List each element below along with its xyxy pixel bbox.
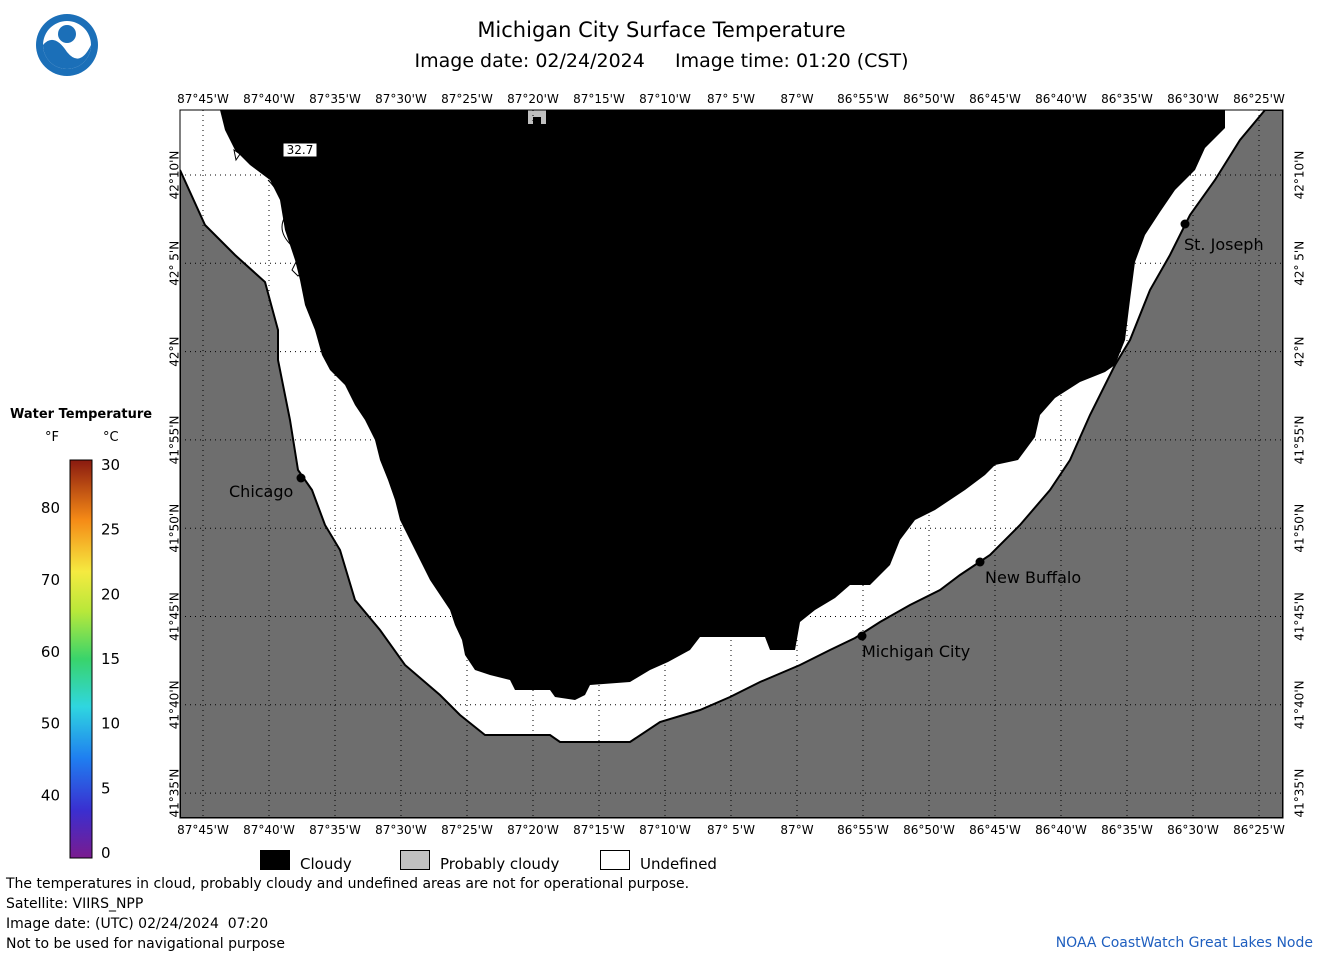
celsius-tick-label: 30 <box>101 456 120 474</box>
noaa-logo <box>36 14 98 76</box>
longitude-label-top: 87°30'W <box>375 92 427 106</box>
legend-title: Water Temperature <box>10 407 153 422</box>
longitude-label-bottom: 86°30'W <box>1167 823 1219 837</box>
latitude-label-left: 41°55'N <box>168 415 182 464</box>
fahrenheit-tick-label: 60 <box>41 643 60 661</box>
latitude-label-right: 41°50'N <box>1293 504 1307 553</box>
longitude-label-top: 87° 5'W <box>707 92 755 106</box>
latitude-label-left: 42° 5'N <box>168 241 182 286</box>
latitude-label-right: 41°45'N <box>1293 592 1307 641</box>
city-label-michigan-city: Michigan City <box>862 642 970 661</box>
celsius-tick-label: 0 <box>101 844 111 862</box>
longitude-label-bottom: 87°30'W <box>375 823 427 837</box>
longitude-label-bottom: 87°35'W <box>309 823 361 837</box>
latitude-label-right: 41°35'N <box>1293 769 1307 818</box>
longitude-label-bottom: 86°25'W <box>1233 823 1285 837</box>
latitude-label-left: 41°50'N <box>168 504 182 553</box>
key-swatch-cloudy <box>260 850 290 870</box>
latitude-label-left: 41°35'N <box>168 769 182 818</box>
temperature-color-bar <box>69 459 93 859</box>
fahrenheit-tick-label: 50 <box>41 715 60 733</box>
unit-celsius: °C <box>103 430 119 445</box>
land-area <box>180 110 1283 818</box>
key-swatch-undefined <box>600 850 630 870</box>
city-label-chicago: Chicago <box>229 482 293 501</box>
footer-satellite: Satellite: VIIRS_NPP <box>6 896 144 912</box>
key-label-undefined: Undefined <box>640 855 717 873</box>
city-markers: St. Joseph Chicago New Buffalo Michigan … <box>229 219 1264 661</box>
unit-fahrenheit: °F <box>45 430 59 445</box>
city-marker-st-joseph <box>1180 219 1190 229</box>
longitude-label-top: 86°50'W <box>903 92 955 106</box>
longitude-label-bottom: 87°20'W <box>507 823 559 837</box>
celsius-tick-label: 25 <box>101 521 120 539</box>
footer-utc-date: Image date: (UTC) 02/24/2024 07:20 <box>6 916 269 932</box>
longitude-label-top: 86°25'W <box>1233 92 1285 106</box>
longitude-label-top: 87°45'W <box>177 92 229 106</box>
city-label-new-buffalo: New Buffalo <box>985 568 1081 587</box>
celsius-tick-label: 5 <box>101 779 111 797</box>
city-marker-chicago <box>296 473 306 483</box>
image-date-time: Image date: 02/24/2024 Image time: 01:20… <box>414 50 909 72</box>
contour-label: 32.7 <box>287 143 314 157</box>
fahrenheit-tick-label: 40 <box>41 787 60 805</box>
latitude-label-right: 42°N <box>1293 336 1307 366</box>
longitude-label-bottom: 87°45'W <box>177 823 229 837</box>
map-title: Michigan City Surface Temperature <box>477 18 846 42</box>
fahrenheit-tick-label: 70 <box>41 571 60 589</box>
longitude-label-top: 87°15'W <box>573 92 625 106</box>
key-label-cloudy: Cloudy <box>300 855 352 873</box>
contour-lines <box>233 148 313 277</box>
city-label-st-joseph: St. Joseph <box>1184 235 1264 254</box>
celsius-tick-label: 20 <box>101 585 120 603</box>
celsius-tick-label: 15 <box>101 650 120 668</box>
city-marker-michigan-city <box>857 631 867 641</box>
credit-label: NOAA CoastWatch Great Lakes Node <box>1055 935 1313 951</box>
map-frame <box>179 109 1284 819</box>
key-label-probably-cloudy: Probably cloudy <box>440 855 560 873</box>
longitude-label-bottom: 87°W <box>780 823 813 837</box>
contour-label-box <box>282 142 318 158</box>
longitude-label-bottom: 86°55'W <box>837 823 889 837</box>
footer-navigation-warning: Not to be used for navigational purpose <box>6 936 285 952</box>
longitude-label-bottom: 87° 5'W <box>707 823 755 837</box>
footer-disclaimer: The temperatures in cloud, probably clou… <box>6 876 690 892</box>
fahrenheit-tick-label: 80 <box>41 499 60 517</box>
cloud-area <box>220 110 1225 700</box>
longitude-label-top: 87°40'W <box>243 92 295 106</box>
key-swatch-probably-cloudy <box>400 850 430 870</box>
longitude-label-top: 87°25'W <box>441 92 493 106</box>
latitude-label-right: 41°55'N <box>1293 415 1307 464</box>
longitude-label-bottom: 86°50'W <box>903 823 955 837</box>
latitude-label-left: 41°45'N <box>168 592 182 641</box>
latitude-label-left: 42°10'N <box>168 151 182 200</box>
city-marker-new-buffalo <box>975 557 985 567</box>
latitude-label-left: 42°N <box>168 336 182 366</box>
longitude-label-top: 87°35'W <box>309 92 361 106</box>
longitude-label-bottom: 87°25'W <box>441 823 493 837</box>
latitude-label-right: 42°10'N <box>1293 151 1307 200</box>
longitude-label-top: 87°10'W <box>639 92 691 106</box>
longitude-label-top: 86°40'W <box>1035 92 1087 106</box>
longitude-label-bottom: 87°15'W <box>573 823 625 837</box>
longitude-label-top: 87°W <box>780 92 813 106</box>
celsius-tick-label: 10 <box>101 715 120 733</box>
longitude-label-bottom: 86°35'W <box>1101 823 1153 837</box>
longitude-label-top: 86°55'W <box>837 92 889 106</box>
latitude-label-right: 41°40'N <box>1293 680 1307 729</box>
longitude-label-bottom: 86°45'W <box>969 823 1021 837</box>
longitude-label-top: 86°30'W <box>1167 92 1219 106</box>
longitude-label-top: 87°20'W <box>507 92 559 106</box>
longitude-label-bottom: 87°10'W <box>639 823 691 837</box>
longitude-label-bottom: 87°40'W <box>243 823 295 837</box>
latitude-label-right: 42° 5'N <box>1293 241 1307 286</box>
graticule-grid <box>180 110 1283 818</box>
latitude-label-left: 41°40'N <box>168 680 182 729</box>
longitude-label-top: 86°45'W <box>969 92 1021 106</box>
longitude-label-top: 86°35'W <box>1101 92 1153 106</box>
longitude-label-bottom: 86°40'W <box>1035 823 1087 837</box>
